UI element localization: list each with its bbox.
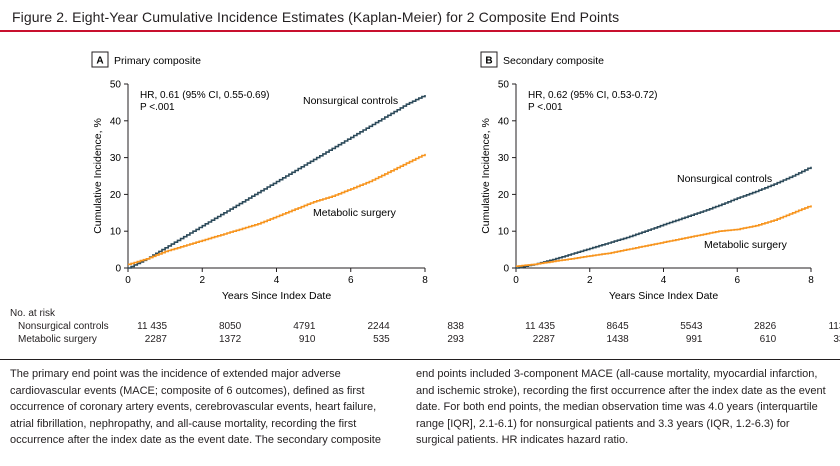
x-tick-label: 2: [587, 275, 593, 286]
hazard-ratio-annotation: HR, 0.62 (95% CI, 0.53-0.72): [528, 90, 658, 101]
panel-label: A: [96, 56, 103, 67]
y-tick-label: 0: [115, 264, 121, 275]
panel-title: Primary composite: [114, 55, 201, 67]
x-tick-label: 0: [513, 275, 519, 286]
risk-cell: 910: [298, 334, 316, 345]
hazard-ratio-annotation: P <.001: [528, 102, 563, 113]
title-rule: [0, 30, 840, 32]
x-tick-label: 0: [125, 275, 131, 286]
series-line-surgery: [128, 153, 426, 266]
risk-cell: 1130: [828, 321, 840, 332]
y-tick-label: 10: [110, 227, 122, 238]
risk-cell: 5543: [680, 321, 703, 332]
x-tick-label: 4: [274, 275, 280, 286]
risk-cell: 293: [447, 334, 464, 345]
y-axis-label: Cumulative Incidence, %: [92, 118, 104, 234]
x-tick-label: 8: [808, 275, 814, 286]
risk-table: No. at risk Nonsurgical controls Metabol…: [10, 308, 840, 358]
risk-cell: 11 435: [525, 321, 555, 332]
y-axis-label: Cumulative Incidence, %: [480, 118, 492, 234]
risk-cell: 991: [685, 334, 703, 345]
risk-cell: 11 435: [137, 321, 167, 332]
risk-cell: 2287: [144, 334, 167, 345]
x-tick-label: 6: [348, 275, 354, 286]
caption-right: end points included 3-component MACE (al…: [416, 368, 826, 446]
series-line-nonsurgical: [128, 95, 426, 269]
risk-cell: 4791: [293, 321, 316, 332]
series-label-nonsurgical: Nonsurgical controls: [677, 173, 772, 185]
risk-cell: 8645: [606, 321, 629, 332]
risk-cell: 535: [373, 334, 390, 345]
risk-cell: 1438: [606, 334, 629, 345]
hazard-ratio-annotation: HR, 0.61 (95% CI, 0.55-0.69): [140, 90, 270, 101]
risk-cell: 2287: [532, 334, 555, 345]
x-axis-label: Years Since Index Date: [609, 290, 719, 302]
panel-label: B: [485, 56, 492, 67]
panel-title: Secondary composite: [503, 55, 604, 67]
risk-cell: 1372: [219, 334, 242, 345]
series-label-surgery: Metabolic surgery: [704, 239, 788, 251]
x-tick-label: 2: [199, 275, 205, 286]
risk-table-header: No. at risk: [10, 308, 56, 319]
risk-row-label-nonsurgical: Nonsurgical controls: [18, 321, 109, 332]
risk-cell: 610: [759, 334, 777, 345]
risk-cell: 8050: [219, 321, 242, 332]
y-tick-label: 10: [498, 227, 510, 238]
series-line-nonsurgical: [516, 166, 812, 269]
panel-a: A Primary composite 0 10 20 30 40 50 0 2 4 6 8 Years …: [91, 51, 428, 302]
risk-cell: 2244: [367, 321, 390, 332]
caption-divider: [0, 359, 840, 360]
y-tick-label: 50: [498, 80, 510, 91]
figure-title: Figure 2. Eight-Year Cumulative Incidenc…: [12, 9, 620, 25]
risk-row-label-surgery: Metabolic surgery: [18, 334, 97, 345]
y-tick-label: 40: [498, 116, 510, 127]
y-tick-label: 0: [503, 264, 509, 275]
risk-cell: 2826: [754, 321, 777, 332]
panel-label-box: [91, 51, 109, 68]
caption-left: The primary end point was the incidence …: [10, 368, 381, 446]
x-tick-label: 8: [422, 275, 428, 286]
x-tick-label: 6: [734, 275, 740, 286]
risk-cell: 838: [447, 321, 464, 332]
y-tick-label: 20: [110, 190, 122, 201]
hazard-ratio-annotation: P <.001: [140, 102, 175, 113]
series-label-surgery: Metabolic surgery: [313, 207, 397, 219]
panel-b: B Secondary composite 0 10 20 30 40 50 0 2 4 6 8 Year…: [480, 51, 814, 302]
y-tick-label: 50: [110, 80, 122, 91]
y-tick-label: 30: [110, 153, 122, 164]
panel-label-box: [480, 51, 498, 68]
y-tick-label: 20: [498, 190, 510, 201]
y-tick-label: 40: [110, 116, 122, 127]
risk-cell: 336: [833, 334, 840, 345]
series-line-surgery: [516, 205, 812, 267]
series-label-nonsurgical: Nonsurgical controls: [303, 95, 398, 107]
x-axis-label: Years Since Index Date: [222, 290, 332, 302]
x-tick-label: 4: [661, 275, 667, 286]
y-tick-label: 30: [498, 153, 510, 164]
